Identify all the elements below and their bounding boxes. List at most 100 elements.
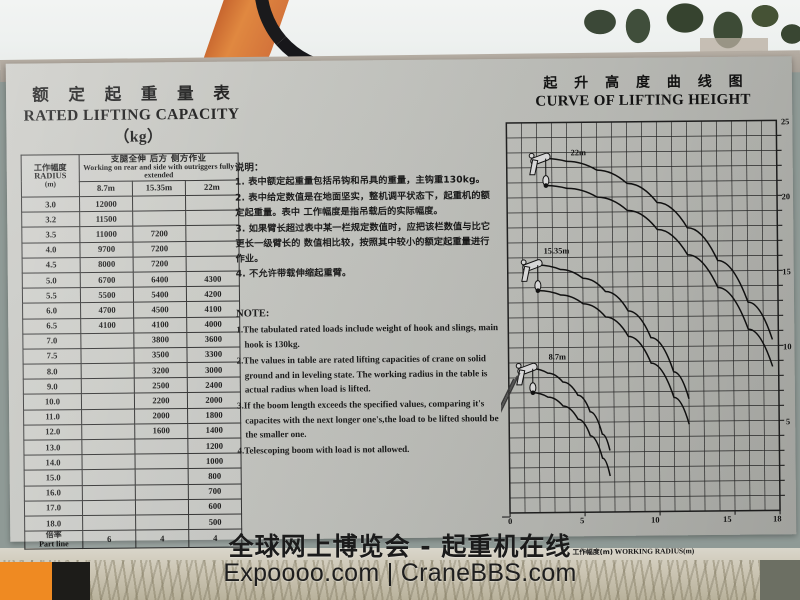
cell-capacity-1 [135,499,189,515]
notes-heading-en: NOTE: [236,308,270,320]
cell-capacity-0 [81,439,135,455]
y-tick-10: 10 [783,342,792,352]
x-axis-caption-cn: 工作幅度(m) [572,547,613,557]
cell-capacity-2: 4200 [186,286,240,302]
note-en-1: 1.The tabulated rated loads include weig… [236,322,499,350]
capacity-title-cn: 额 定 起 重 量 表 [32,83,237,105]
boom-head-icon-2 [515,362,538,396]
cell-radius: 12.0 [23,424,82,441]
cell-radius: 16.0 [24,485,83,501]
cell-radius: 10.0 [23,394,82,410]
table-header-row-1: 工作幅度 RADIUS (m) 支腿全伸 后方 侧方作业 Working on rear… [21,153,239,198]
capacity-title-en-text: RATED LIFTING CAPACITY [23,105,239,125]
cell-radius: 6.0 [22,302,81,319]
cell-capacity-0 [81,393,135,410]
notes-panel: 说明： 1. 表中额定起重量包括吊钩和吊具的重量，主钩重130kg。 2. 表中给… [235,157,500,459]
note-en-4: 4.Telescoping boom with load is not allo… [237,444,410,456]
cell-radius: 14.0 [23,454,83,471]
cell-capacity-1: 3200 [134,362,188,379]
cell-capacity-2 [186,255,240,272]
x-tick-18: 18 [773,514,782,524]
part-line-row: 倍率 Part line 6 4 4 [24,529,242,550]
cell-radius: 6.5 [22,318,81,334]
chart-gridlines [506,120,780,513]
cell-capacity-0 [82,484,136,501]
curve-5 [532,391,611,477]
cell-capacity-2 [185,195,239,211]
cell-capacity-1: 7200 [132,225,186,242]
ground-right-object [760,560,800,600]
cell-capacity-0 [81,363,135,379]
cell-capacity-2: 4000 [186,316,240,333]
ground-region [0,548,800,600]
cell-capacity-2 [185,240,240,257]
cell-capacity-2: 2000 [187,392,241,409]
curve-0 [545,157,774,340]
outrigger-condition-header: 支腿全伸 后方 侧方作业 Working on rear and side wit… [79,153,239,182]
cell-radius: 4.5 [22,257,81,274]
cell-capacity-1: 7200 [133,256,187,273]
y-tick-25: 25 [780,117,790,127]
cell-capacity-0: 12000 [79,196,133,212]
cell-capacity-0: 4100 [80,317,134,334]
cell-capacity-1 [132,210,186,227]
note-en-2: 2.The values in table are rated lifting … [236,352,488,395]
y-tick-20: 20 [781,192,791,202]
capacity-unit-note: （kg） [113,128,163,146]
cell-capacity-1 [135,514,189,531]
cell-part-line-1: 4 [135,529,189,548]
note-cn-1: 1. 表中额定起重量包括吊钩和吊具的重量，主钩重130kg。 [234,174,485,188]
radius-header-cell: 工作幅度 RADIUS (m) [21,154,80,198]
chart-title-cn: 起 升 高 度 曲 线 图 [543,73,749,92]
capacity-table: 工作幅度 RADIUS (m) 支腿全伸 后方 侧方作业 Working on rear… [20,152,243,550]
cell-capacity-0 [80,332,134,349]
cell-capacity-2: 700 [188,483,242,500]
cell-capacity-1 [135,484,189,500]
cell-capacity-2: 600 [188,498,242,515]
annotation-15-35m: 15.35m [543,246,570,256]
cell-capacity-1 [134,438,188,455]
cell-capacity-0: 5500 [80,287,134,303]
x-tick-15: 15 [723,514,732,524]
cell-capacity-1: 2200 [134,392,188,409]
x-axis-caption: 工作幅度(m) WORKING RADIUS(m) [572,544,792,556]
cell-capacity-1: 5400 [133,286,187,303]
cell-part-line-0: 6 [82,530,136,549]
cell-radius: 7.0 [22,333,81,350]
grass-texture [0,560,800,600]
cell-radius: 9.0 [23,378,82,395]
cell-radius: 3.0 [21,196,80,213]
cell-capacity-1: 4500 [133,301,187,318]
x-tick-0: 0 [508,516,513,526]
cell-capacity-1: 1600 [134,423,188,440]
boom-head-icon-1 [520,259,543,293]
cell-capacity-2: 1000 [187,453,242,469]
chart-curves [532,157,774,477]
cell-capacity-0 [82,469,136,486]
cell-capacity-0: 11000 [79,226,133,243]
cell-capacity-0: 9700 [79,241,134,258]
cell-capacity-0: 11500 [79,211,133,227]
cell-capacity-0: 6700 [80,272,134,288]
cell-radius: 3.2 [21,211,80,228]
cell-capacity-0 [81,378,135,395]
boom-column-header-1: 15.35m [132,180,186,197]
cell-part-line-2: 4 [188,529,242,548]
cell-capacity-1: 6400 [133,271,187,288]
curve-3 [537,289,690,425]
ground-dark-object [52,562,90,600]
note-en-3: 3.If the boom length exceeds the specifi… [236,398,499,440]
cell-capacity-0 [82,499,136,516]
cell-capacity-2: 3300 [186,346,241,363]
x-axis-caption-en: WORKING RADIUS(m) [614,546,695,556]
notes-heading-cn: 说明： [234,162,264,174]
cell-capacity-0 [81,454,136,470]
cell-capacity-1 [135,468,189,485]
cell-capacity-2: 4300 [186,270,240,287]
cell-radius: 5.5 [22,287,81,304]
cell-capacity-2: 2400 [187,377,241,393]
cell-capacity-0 [82,514,136,531]
cell-capacity-2 [185,210,239,226]
cell-radius: 13.0 [23,439,82,456]
